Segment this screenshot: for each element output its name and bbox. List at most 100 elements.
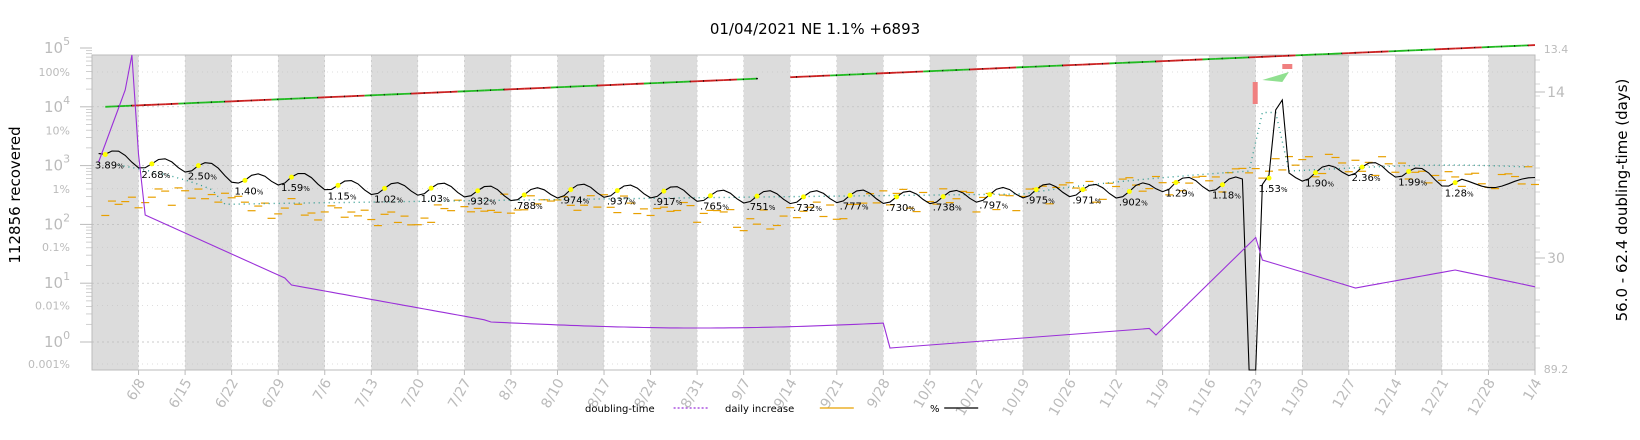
weekend-band — [1488, 55, 1535, 370]
pct-annotation-label: 1.40% — [234, 186, 263, 197]
pct-annotation-label: 2.36% — [1352, 173, 1381, 184]
pct-annotation-label: 1.29% — [1165, 188, 1194, 199]
pct-marker — [1033, 187, 1039, 193]
pct-annotation-unit: % — [908, 205, 915, 213]
pct-annotation-label: .777% — [840, 201, 869, 212]
x-tick-label: 9/28 — [864, 376, 894, 411]
pct-marker — [521, 192, 527, 198]
y-left-tick-exponent: 5 — [63, 35, 70, 48]
pct-marker — [1359, 164, 1365, 170]
pct-marker — [801, 194, 807, 200]
pct-annotation-label: 1.02% — [374, 194, 403, 205]
pct-marker — [1173, 179, 1179, 185]
pct-annotation-unit: % — [1374, 175, 1381, 183]
pct-annotation-unit: % — [1327, 181, 1334, 189]
weekend-band — [743, 55, 791, 370]
pct-annotation-unit: % — [1188, 190, 1195, 198]
x-tick-label: 11/9 — [1143, 376, 1173, 411]
legend-label: daily increase — [725, 404, 794, 415]
pct-annotation-unit: % — [210, 174, 217, 182]
pct-annotation-label: 1.28% — [1445, 189, 1474, 200]
chart-title: 01/04/2021 NE 1.1% +6893 — [710, 20, 920, 38]
x-tick-label: 12/28 — [1465, 376, 1499, 419]
x-tick-label: 12/14 — [1372, 376, 1406, 419]
pct-annotation-unit: % — [350, 193, 357, 201]
pct-annotation-label: .788% — [514, 201, 543, 212]
x-tick-label: 11/30 — [1279, 376, 1313, 419]
pct-marker — [847, 192, 853, 198]
pct-annotation-unit: % — [396, 196, 403, 204]
y-left-tick-label: 101 — [44, 270, 70, 292]
y-right-tick-label: 30 — [1547, 251, 1565, 267]
plot-frame — [91, 54, 1536, 371]
pct-annotation-label: .797% — [979, 201, 1008, 212]
weekend-band — [92, 55, 139, 370]
weekend-band — [1022, 55, 1070, 370]
x-tick-label: 10/26 — [1046, 376, 1080, 419]
cumulative-drop-marker — [1252, 82, 1258, 104]
percent-axis-ticks: 0.001% 0.01% 0.1% 1% 10% 100% — [28, 66, 70, 371]
x-tick-label: 6/29 — [259, 376, 289, 411]
x-tick-label: 8/31 — [678, 376, 708, 411]
pct-annotation-label: .937% — [607, 197, 636, 208]
x-tick-label: 6/22 — [213, 376, 243, 411]
pct-annotation-label: 2.50% — [188, 172, 217, 183]
pct-annotation-label: 1.18% — [1212, 191, 1241, 202]
x-tick-label: 10/12 — [953, 376, 987, 419]
x-tick-label: 9/7 — [729, 376, 754, 404]
y-left-tick-exponent: 4 — [63, 94, 70, 107]
pct-annotation-unit: % — [1095, 198, 1102, 206]
pct-annotation-unit: % — [629, 199, 636, 207]
pct-annotation-unit: % — [769, 204, 776, 212]
pct-annotation-label: .730% — [886, 203, 915, 214]
pct-marker — [568, 187, 574, 193]
pct-annotation-label: .738% — [933, 203, 962, 214]
y-left-tick-exponent: 0 — [63, 329, 70, 342]
x-tick-label: 8/3 — [496, 376, 521, 404]
y-left-tick-label: 102 — [44, 211, 70, 233]
x-tick-label: 7/6 — [310, 376, 335, 404]
x-tick-label: 11/16 — [1186, 376, 1220, 419]
pct-marker — [1452, 180, 1458, 186]
cumulative-jump-marker — [1282, 64, 1293, 69]
pct-annotation-label: .971% — [1072, 196, 1101, 207]
pct-marker — [1406, 168, 1412, 174]
pct-annotation-label: .765% — [700, 202, 729, 213]
pct-marker — [288, 174, 294, 180]
pct-annotation-unit: % — [303, 185, 310, 193]
legend-label: doubling-time — [585, 404, 655, 415]
weekend-band — [278, 55, 325, 370]
pct-marker — [1080, 187, 1086, 193]
pct-marker — [894, 194, 900, 200]
x-tick-label: 6/8 — [124, 376, 149, 404]
pct-marker — [149, 161, 155, 167]
pct-annotation-unit: % — [1002, 203, 1009, 211]
pct-marker — [614, 188, 620, 194]
pct-marker — [382, 185, 388, 191]
pct-annotation-unit: % — [955, 205, 962, 213]
pct-annotation-label: .932% — [467, 197, 496, 208]
cumulative-point — [756, 77, 758, 80]
pct-marker — [754, 193, 760, 199]
pct-marker — [1313, 170, 1319, 176]
pct-annotation-label: .975% — [1026, 196, 1055, 207]
pct-marker — [987, 192, 993, 198]
pct-annotation-label: .974% — [560, 196, 589, 207]
pct-annotation-unit: % — [117, 162, 124, 170]
weekend-band — [185, 55, 232, 370]
pct-annotations: 3.89% 2.68% 2.50% 1.40% 1.59% 1.15% 1.02% 1.03%… — [95, 151, 1474, 214]
pct-annotation-label: 2.68% — [141, 170, 170, 181]
pct-marker — [661, 188, 667, 194]
pct-annotation-unit: % — [489, 199, 496, 207]
weekend-band — [836, 55, 884, 370]
y-right-tick-label: 13.4 — [1544, 43, 1569, 56]
y-left-tick-exponent: 3 — [63, 153, 70, 166]
doubling-time-line — [98, 54, 1536, 349]
weekend-band — [1116, 55, 1163, 370]
x-tick-label: 12/21 — [1418, 376, 1452, 419]
weekend-band — [929, 55, 977, 370]
weekend-band — [1302, 55, 1349, 370]
y-right-tick-label: 14 — [1547, 85, 1565, 101]
y-pct-tick-label: 100% — [39, 66, 70, 79]
legend-label: % — [930, 404, 940, 415]
